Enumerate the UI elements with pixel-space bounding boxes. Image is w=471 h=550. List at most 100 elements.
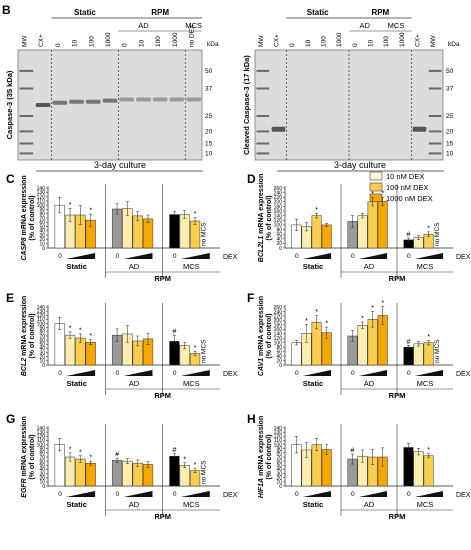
- ladder-band: [256, 142, 270, 145]
- group-rpm-label: RPM: [151, 8, 169, 17]
- significance-mark: *: [194, 462, 197, 469]
- y-tick-label: 40: [276, 467, 282, 473]
- y-tick-label: 0: [279, 363, 282, 369]
- dose-wedge: [180, 253, 210, 259]
- y-tick-label: 40: [276, 354, 282, 360]
- significance-mark: *: [315, 207, 318, 214]
- y-tick-label: 110: [37, 438, 45, 444]
- y-axis-label-unit: (% of control): [266, 313, 273, 358]
- kda-tick: 15: [446, 141, 454, 148]
- y-tick-label: 60: [39, 459, 45, 465]
- x-axis-label: DEX: [223, 492, 238, 499]
- ladder-band: [19, 130, 34, 133]
- panel-letter-E: E: [6, 291, 14, 305]
- kda-tick: 10: [446, 150, 454, 157]
- panel-letter-D: D: [247, 172, 256, 186]
- y-tick-label: 160: [274, 209, 283, 215]
- dose-zero-label: 0: [407, 253, 411, 260]
- bar: [403, 447, 414, 487]
- y-tick-label: 260: [274, 186, 283, 192]
- bar: [85, 462, 96, 487]
- protein-band: [271, 126, 286, 132]
- dose-zero-label: 0: [295, 370, 299, 377]
- group-ad-label: AD: [359, 21, 370, 30]
- y-tick-label: 20: [276, 476, 282, 482]
- kda-tick: 37: [205, 86, 213, 93]
- legend-label: 1000 nM DEX: [386, 194, 433, 203]
- lane-label: 0: [55, 43, 62, 47]
- legend-label: 100 nM DEX: [386, 183, 429, 192]
- lane-label: 1000: [105, 32, 112, 47]
- y-tick-label: 30: [39, 233, 45, 239]
- significance-mark: *: [194, 211, 197, 218]
- y-tick-label: 100: [274, 223, 283, 229]
- kda-tick: 25: [446, 113, 454, 120]
- ladder-band: [256, 87, 270, 90]
- y-tick-label: 80: [276, 227, 282, 233]
- y-axis-label-unit: (% of control): [29, 434, 36, 479]
- dose-wedge: [180, 491, 210, 497]
- rpm-label: RPM: [389, 512, 406, 521]
- kda-tick: 25: [205, 113, 213, 120]
- bar: [311, 215, 322, 249]
- y-tick-label: 140: [274, 426, 283, 432]
- ladder-band: [428, 87, 442, 90]
- significance-mark: *: [79, 327, 82, 334]
- y-tick-label: 40: [39, 467, 45, 473]
- significance-mark: *: [325, 321, 328, 328]
- dose-zero-label: 0: [351, 253, 355, 260]
- bar: [377, 201, 388, 249]
- group-rpm-label: RPM: [371, 8, 389, 17]
- group-label: AD: [364, 379, 375, 388]
- dose-zero-label: 0: [58, 491, 62, 498]
- bar: [413, 343, 424, 366]
- lane-label: 1000: [399, 32, 406, 47]
- bar: [423, 455, 434, 487]
- y-tick-label: 140: [37, 426, 46, 432]
- dose-wedge: [414, 491, 444, 497]
- kda-label: kDa: [207, 41, 219, 48]
- group-label: AD: [129, 379, 140, 388]
- ladder-band: [428, 142, 442, 145]
- y-axis-label: EGFR mRNA expression: [21, 416, 28, 497]
- dose-wedge: [414, 370, 444, 376]
- dose-wedge: [358, 491, 388, 497]
- rpm-label: RPM: [154, 512, 171, 521]
- bar: [122, 460, 133, 487]
- significance-mark: *: [69, 446, 72, 453]
- y-axis-label-unit: (% of control): [266, 434, 273, 479]
- x-axis-label: DEX: [223, 371, 238, 378]
- kda-label: kDa: [448, 41, 460, 48]
- culture-label-right: 3-day culture: [334, 160, 386, 170]
- group-ad-label: AD: [138, 21, 149, 30]
- group-label: MCS: [183, 262, 200, 271]
- y-tick-label: 240: [274, 309, 283, 315]
- y-tick-label: 20: [39, 476, 45, 482]
- dose-wedge: [180, 370, 210, 376]
- y-tick-label: 30: [39, 350, 45, 356]
- lane-label: MW: [430, 35, 437, 47]
- bar: [291, 342, 302, 366]
- dose-wedge: [302, 253, 332, 259]
- ladder-band: [428, 69, 442, 72]
- dose-wedge: [66, 253, 96, 259]
- y-tick-label: 100: [274, 442, 283, 448]
- group-label: AD: [129, 262, 140, 271]
- y-tick-label: 220: [274, 314, 283, 320]
- group-label: Static: [303, 379, 323, 388]
- x-axis-label: DEX: [456, 254, 471, 261]
- legend-swatch: [369, 182, 383, 192]
- group-label: Static: [66, 379, 86, 388]
- bar: [189, 220, 201, 249]
- y-tick-label: 90: [39, 447, 45, 453]
- lane-label: 10: [305, 39, 312, 47]
- protein-band: [35, 103, 51, 107]
- bar: [64, 334, 76, 366]
- ladder-band: [19, 87, 34, 90]
- dose-zero-label: 0: [173, 370, 177, 377]
- y-tick-label: 80: [39, 451, 45, 457]
- dose-zero-label: 0: [173, 253, 177, 260]
- bar: [85, 341, 96, 366]
- bar: [169, 214, 180, 249]
